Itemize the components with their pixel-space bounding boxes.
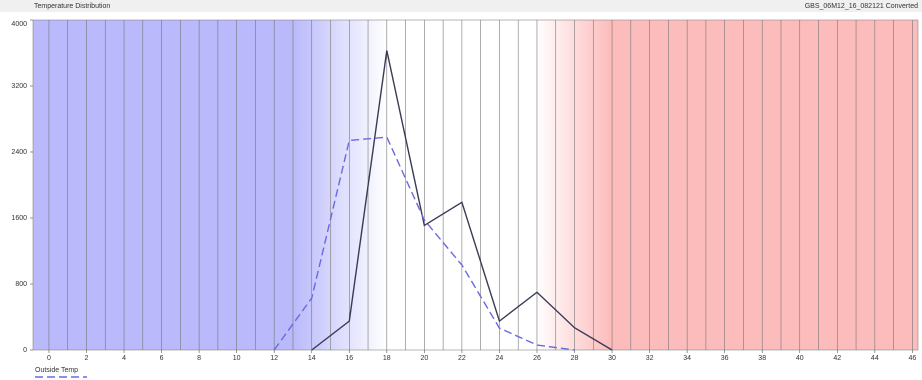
x-tick-label: 20 [420,355,428,362]
x-tick-label: 30 [608,355,616,362]
x-tick-label: 16 [345,355,353,362]
y-tick-label: 0 [23,347,27,354]
x-tick-label: 24 [496,355,504,362]
x-tick-label: 2 [85,355,89,362]
header-bar [0,0,922,12]
y-tick-label: 3200 [11,83,27,90]
y-tick-label: 1600 [11,215,27,222]
y-tick-label: 4000 [11,21,27,28]
x-tick-label: 26 [533,355,541,362]
x-tick-label: 4 [122,355,126,362]
x-tick-label: 10 [233,355,241,362]
x-tick-label: 18 [383,355,391,362]
x-tick-label: 14 [308,355,316,362]
y-tick-label: 800 [15,281,27,288]
x-tick-label: 32 [646,355,654,362]
x-tick-label: 22 [458,355,466,362]
x-tick-label: 42 [833,355,841,362]
chart-subtitle: GBS_06M12_16_082121 Converted [805,3,918,10]
chart-title: Temperature Distribution [34,3,110,10]
x-tick-label: 28 [571,355,579,362]
x-tick-label: 6 [160,355,164,362]
series-line [311,50,613,351]
x-tick-label: 40 [796,355,804,362]
x-tick-label: 44 [871,355,879,362]
plot-area [32,19,919,351]
x-tick-label: 0 [47,355,51,362]
y-tick-label: 2400 [11,149,27,156]
x-tick-label: 38 [758,355,766,362]
x-tick-label: 12 [270,355,278,362]
series-line [273,136,575,351]
x-tick-label: 34 [683,355,691,362]
x-tick-label: 8 [197,355,201,362]
legend-label: Outside Temp [35,367,78,374]
x-tick-label: 46 [908,355,916,362]
x-tick-label: 36 [721,355,729,362]
